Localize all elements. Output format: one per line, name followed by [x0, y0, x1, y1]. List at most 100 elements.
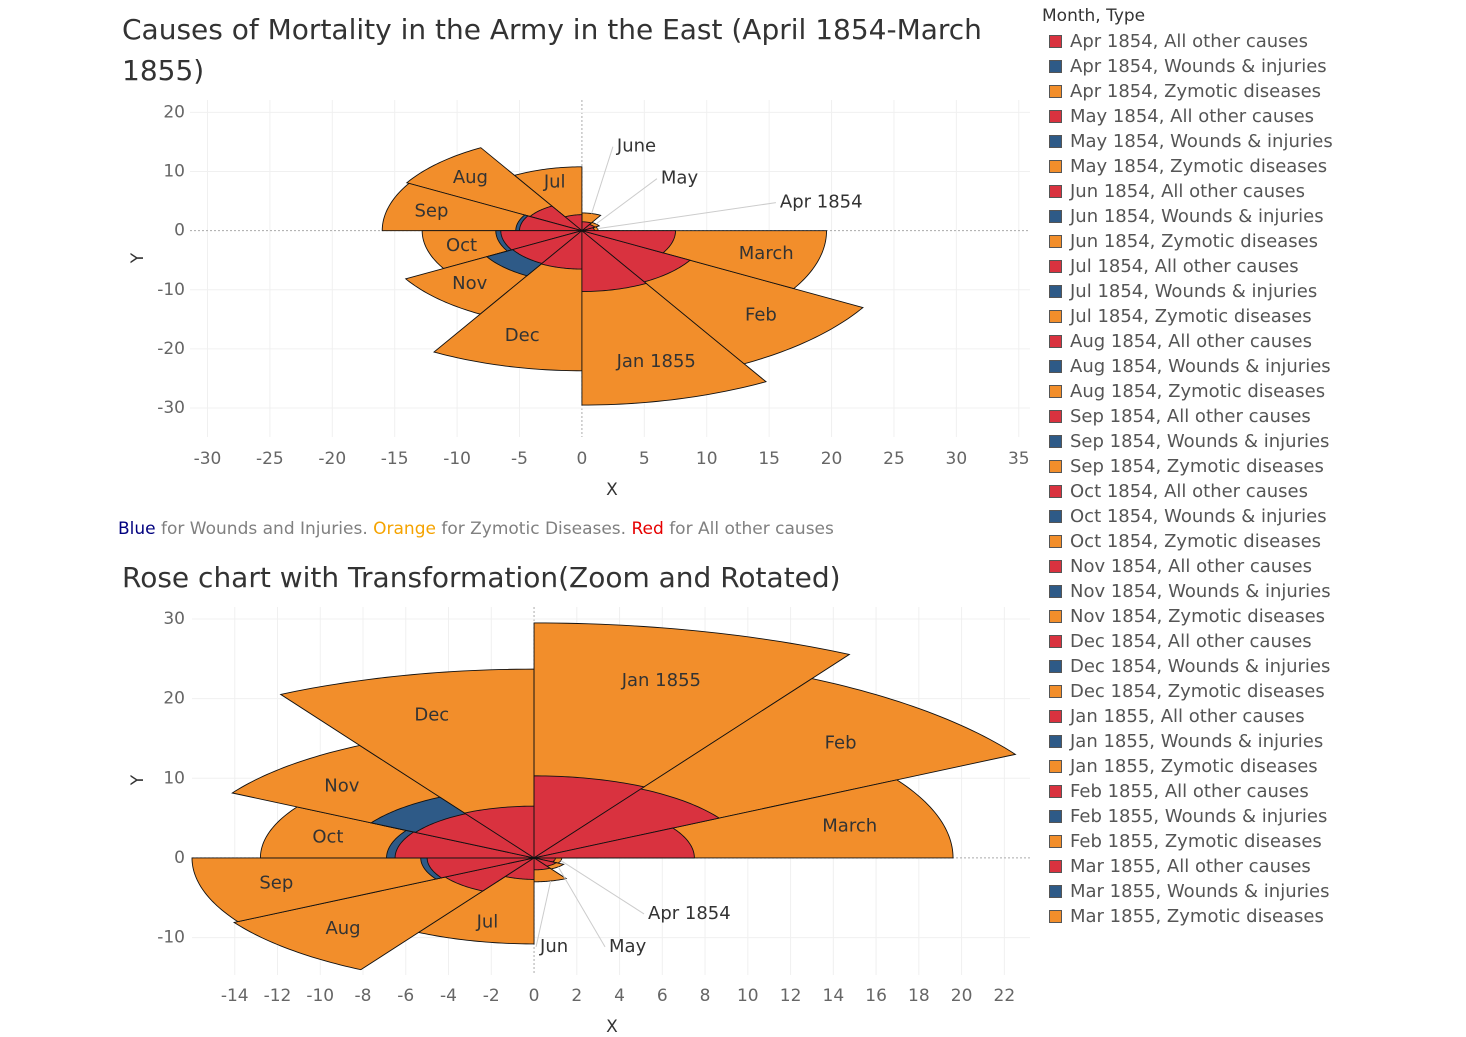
month-label: May — [609, 936, 647, 957]
legend-label: Oct 1854, All other causes — [1070, 481, 1308, 502]
legend-label: Mar 1855, All other causes — [1070, 856, 1311, 877]
x-tick-label: 8 — [700, 986, 711, 1006]
wedge — [540, 229, 583, 270]
month-label: Dec — [505, 325, 540, 346]
x-tick-label: -14 — [221, 986, 249, 1006]
legend-item: Feb 1855, Zymotic diseases — [1049, 829, 1322, 854]
wedge — [533, 788, 721, 859]
y-tick-label: 20 — [163, 689, 185, 709]
x-tick-label: 6 — [657, 986, 668, 1006]
legend-swatch — [1049, 310, 1062, 323]
wedge — [533, 857, 558, 867]
legend-item: Jan 1855, Zymotic diseases — [1049, 754, 1318, 779]
x-tick-label: -15 — [381, 449, 409, 469]
y-tick-label: 0 — [174, 848, 185, 868]
x-tick-label: 12 — [780, 986, 802, 1006]
legend-swatch — [1049, 235, 1062, 248]
y-tick-label: -10 — [157, 280, 185, 300]
legend-swatch — [1049, 360, 1062, 373]
wedge — [433, 229, 583, 372]
legend-item: Sep 1854, Wounds & injuries — [1049, 429, 1329, 454]
x-tick-label: -5 — [511, 449, 528, 469]
legend-swatch — [1049, 485, 1062, 498]
wedge — [533, 857, 552, 871]
legend-title: Month, Type — [1042, 6, 1146, 26]
legend-label: Jun 1854, Wounds & injuries — [1070, 206, 1324, 227]
legend-item: May 1854, All other causes — [1049, 104, 1314, 129]
legend-label: Nov 1854, Zymotic diseases — [1070, 606, 1326, 627]
legend-item: Mar 1855, All other causes — [1049, 854, 1311, 879]
chart-title: Rose chart with Transformation(Zoom and … — [122, 561, 841, 594]
legend-label: Mar 1855, Zymotic diseases — [1070, 906, 1324, 927]
x-tick-label: -10 — [443, 449, 471, 469]
x-axis-title: X — [606, 480, 618, 500]
x-tick-label: 20 — [821, 449, 843, 469]
legend-item: Apr 1854, All other causes — [1049, 29, 1308, 54]
legend: Month, Type Apr 1854, All other causes Ap… — [1042, 4, 1462, 927]
legend-item: Jun 1854, All other causes — [1049, 179, 1305, 204]
legend-swatch — [1049, 735, 1062, 748]
legend-label: May 1854, Zymotic diseases — [1070, 156, 1328, 177]
legend-label: Dec 1854, Zymotic diseases — [1070, 681, 1325, 702]
wedge — [463, 805, 535, 859]
x-tick-label: 20 — [951, 986, 973, 1006]
caption-part: Orange — [373, 519, 436, 539]
legend-swatch — [1049, 285, 1062, 298]
legend-label: Apr 1854, Wounds & injuries — [1070, 56, 1327, 77]
month-label: Jan 1855 — [616, 351, 696, 372]
legend-item: Jun 1854, Zymotic diseases — [1049, 229, 1318, 254]
legend-label: Sep 1854, Wounds & injuries — [1070, 431, 1330, 452]
wedge — [232, 857, 535, 971]
legend-swatch — [1049, 210, 1062, 223]
legend-swatch — [1049, 785, 1062, 798]
month-label: Feb — [745, 304, 777, 325]
chart: -30 -25 -20 -15 -10 -5 0 5 10 15 20 25 30 35 -30 -20 -10… — [128, 100, 1030, 500]
y-tick-label: -20 — [157, 339, 185, 359]
x-tick-label: 15 — [758, 449, 780, 469]
legend-label: Mar 1855, Wounds & injuries — [1070, 881, 1330, 902]
legend-swatch — [1049, 85, 1062, 98]
legend-item: Aug 1854, Wounds & injuries — [1049, 354, 1331, 379]
x-tick-label: 18 — [908, 986, 930, 1006]
legend-item: Nov 1854, Zymotic diseases — [1049, 604, 1325, 629]
wedge — [529, 205, 583, 232]
wedge — [581, 221, 593, 232]
legend-label: Oct 1854, Zymotic diseases — [1070, 531, 1322, 552]
caption-part: Blue — [118, 519, 156, 539]
legend-swatch — [1049, 335, 1062, 348]
month-label: June — [616, 136, 656, 157]
legend-label: Sep 1854, Zymotic diseases — [1070, 456, 1324, 477]
legend-label: Dec 1854, All other causes — [1070, 631, 1312, 652]
legend-label: Sep 1854, All other causes — [1070, 406, 1311, 427]
month-label: March — [822, 815, 877, 836]
legend-swatch — [1049, 635, 1062, 648]
x-tick-label: 4 — [614, 986, 625, 1006]
legend-item: Oct 1854, All other causes — [1049, 479, 1308, 504]
legend-swatch — [1049, 560, 1062, 573]
x-tick-label: -8 — [355, 986, 372, 1006]
y-tick-label: 0 — [174, 221, 185, 241]
x-tick-label: 0 — [529, 986, 540, 1006]
x-tick-label: 35 — [1008, 449, 1030, 469]
x-tick-label: -25 — [256, 449, 284, 469]
wedge — [533, 827, 695, 859]
legend-item: Jul 1854, All other causes — [1049, 254, 1299, 279]
legend-swatch — [1049, 385, 1062, 398]
legend-swatch — [1049, 610, 1062, 623]
wedge — [500, 230, 583, 251]
legend-label: Jul 1854, All other causes — [1070, 256, 1299, 277]
legend-item: Feb 1855, Wounds & injuries — [1049, 804, 1327, 829]
x-tick-label: -30 — [194, 449, 222, 469]
month-label: May — [661, 168, 699, 189]
y-axis-title: Y — [128, 252, 148, 264]
wedge — [581, 230, 691, 283]
legend-swatch — [1049, 510, 1062, 523]
legend-swatch — [1049, 860, 1062, 873]
x-tick-label: -4 — [440, 986, 457, 1006]
x-tick-label: 5 — [639, 449, 650, 469]
x-tick-label: 22 — [994, 986, 1016, 1006]
legend-item: Mar 1855, Zymotic diseases — [1049, 904, 1324, 929]
legend-swatch — [1049, 535, 1062, 548]
month-label: Feb — [825, 733, 857, 754]
legend-item: Aug 1854, Zymotic diseases — [1049, 379, 1325, 404]
